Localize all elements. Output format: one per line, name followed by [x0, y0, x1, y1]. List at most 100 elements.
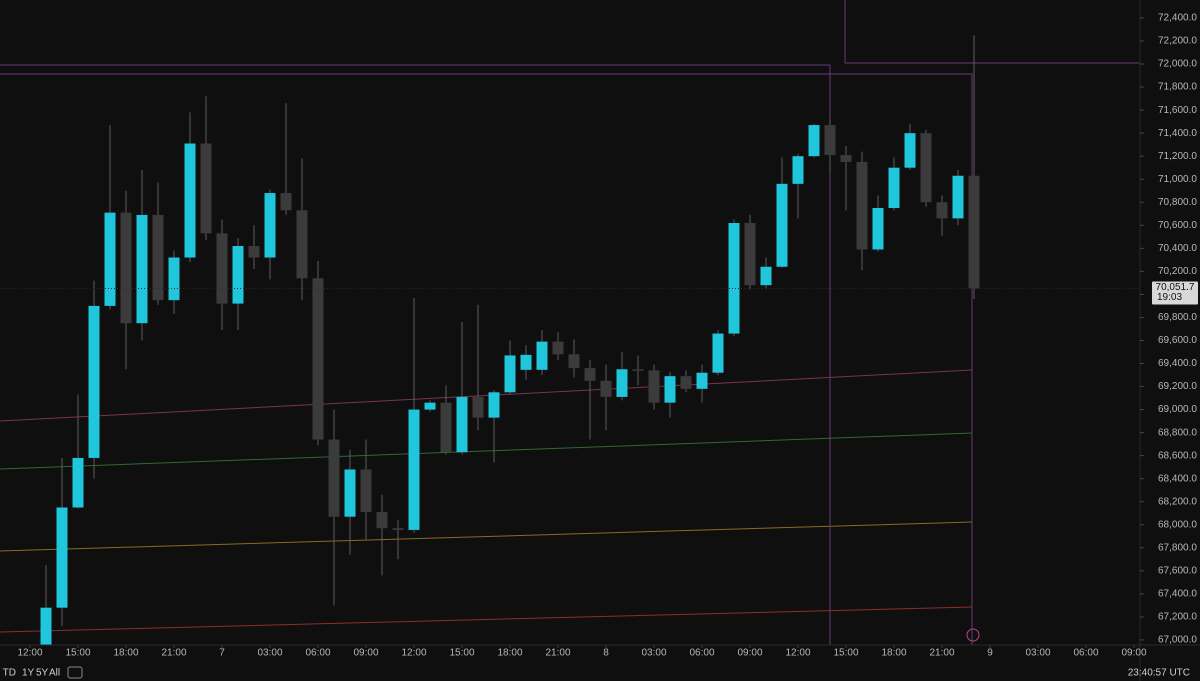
x-tick-label: 8 [603, 648, 609, 659]
last-price-box [1152, 281, 1198, 305]
y-tick-label: 69,800.0 [1158, 312, 1197, 323]
x-tick-label: 06:00 [689, 648, 714, 659]
x-tick-label: 12:00 [401, 648, 426, 659]
range-box [844, 0, 1140, 64]
candle-body [888, 167, 900, 209]
candle-body [824, 125, 836, 156]
candle-body [776, 183, 788, 267]
y-tick-label: 72,000.0 [1158, 59, 1197, 70]
x-tick-label: 9 [987, 648, 993, 659]
y-tick-label: 71,200.0 [1158, 151, 1197, 162]
y-tick-label: 71,600.0 [1158, 105, 1197, 116]
x-tick-label: 18:00 [881, 648, 906, 659]
x-tick-label: 03:00 [257, 648, 282, 659]
y-tick-label: 67,200.0 [1158, 612, 1197, 623]
candle-body [168, 257, 180, 301]
y-tick-label: 67,000.0 [1158, 635, 1197, 646]
candle-body [280, 193, 292, 211]
y-tick-label: 70,800.0 [1158, 197, 1197, 208]
replay-icon[interactable] [966, 628, 980, 642]
candle-body [408, 409, 420, 530]
candle-body [136, 214, 148, 324]
candle-body [184, 143, 196, 258]
x-tick-label: 18:00 [497, 648, 522, 659]
y-tick-label: 72,200.0 [1158, 36, 1197, 47]
candle-body [56, 507, 68, 608]
x-tick-label: 18:00 [113, 648, 138, 659]
candle-body [744, 222, 756, 286]
candle-body [232, 246, 244, 304]
candle-body [360, 469, 372, 513]
candle-body [584, 368, 596, 381]
x-tick-label: 21:00 [545, 648, 570, 659]
y-tick-label: 68,600.0 [1158, 450, 1197, 461]
y-tick-label: 70,400.0 [1158, 243, 1197, 254]
y-tick-label: 68,200.0 [1158, 496, 1197, 507]
date-range-icon[interactable] [67, 666, 83, 679]
countdown: 19:03 [1157, 292, 1182, 303]
trend-line [0, 369, 973, 422]
candle-body [392, 528, 404, 530]
candle-body [216, 233, 228, 304]
x-tick-label: 12:00 [785, 648, 810, 659]
candle-body [808, 125, 820, 157]
candle-body [872, 208, 884, 250]
candle-body [104, 212, 116, 306]
candle-body [344, 469, 356, 517]
y-tick-label: 71,000.0 [1158, 174, 1197, 185]
y-tick-label: 69,200.0 [1158, 381, 1197, 392]
candle-body [728, 222, 740, 334]
candle-body [920, 133, 932, 203]
trend-line [0, 606, 973, 633]
candle-body [504, 355, 516, 393]
candle-body [936, 202, 948, 219]
candle-body [616, 369, 628, 397]
candle-body [968, 175, 980, 289]
candle-body [696, 372, 708, 389]
candle-body [648, 370, 660, 403]
x-tick-label: 06:00 [1073, 648, 1098, 659]
x-tick-label: 12:00 [17, 648, 42, 659]
drawings [0, 0, 1140, 645]
candle-body [552, 341, 564, 355]
y-tick-label: 69,600.0 [1158, 335, 1197, 346]
candle-body [568, 354, 580, 369]
candle-body [40, 607, 52, 645]
range-button[interactable]: All [49, 668, 60, 679]
range-button[interactable]: 5Y [36, 668, 49, 679]
y-tick-label: 68,800.0 [1158, 427, 1197, 438]
candle-body [680, 376, 692, 389]
last-price-label: 70,051.7 [1156, 282, 1195, 293]
x-tick-label: 03:00 [641, 648, 666, 659]
x-tick-label: 7 [219, 648, 225, 659]
y-tick-label: 71,800.0 [1158, 82, 1197, 93]
y-tick-label: 70,600.0 [1158, 220, 1197, 231]
trend-line [0, 432, 973, 470]
candle-body [200, 143, 212, 234]
x-tick-label: 06:00 [305, 648, 330, 659]
candle-body [840, 155, 852, 162]
trend-line [0, 521, 973, 552]
candle-body [440, 402, 452, 453]
candle-body [600, 380, 612, 397]
x-tick-label: 09:00 [737, 648, 762, 659]
range-button[interactable]: 1Y [22, 668, 35, 679]
candle-body [904, 133, 916, 168]
candle-body [264, 193, 276, 258]
y-tick-label: 69,000.0 [1158, 404, 1197, 415]
range-box [0, 73, 973, 645]
candle-body [152, 214, 164, 301]
candle-body [120, 212, 132, 324]
candles [40, 35, 980, 645]
candle-body [664, 376, 676, 403]
candle-body [456, 396, 468, 453]
y-tick-label: 72,400.0 [1158, 13, 1197, 24]
x-tick-label: 15:00 [65, 648, 90, 659]
candle-body [712, 333, 724, 373]
y-tick-label: 68,400.0 [1158, 473, 1197, 484]
range-button[interactable]: TD [3, 668, 16, 679]
y-tick-label: 70,200.0 [1158, 266, 1197, 277]
candle-body [376, 512, 388, 529]
